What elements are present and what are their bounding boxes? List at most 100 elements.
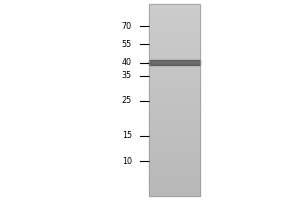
Text: 25: 25 xyxy=(122,96,132,105)
Bar xyxy=(148,34,200,36)
Bar xyxy=(148,12,200,14)
Bar xyxy=(148,55,200,57)
Bar xyxy=(148,183,200,185)
Bar xyxy=(148,15,200,17)
Bar xyxy=(148,130,200,132)
Bar xyxy=(148,44,200,46)
Bar xyxy=(148,4,200,196)
Bar xyxy=(148,50,200,52)
Bar xyxy=(148,54,200,55)
Bar xyxy=(148,138,200,140)
Bar xyxy=(148,113,200,114)
Bar xyxy=(148,81,200,82)
Bar xyxy=(148,102,200,103)
Bar xyxy=(148,60,200,62)
Bar xyxy=(148,9,200,10)
Bar xyxy=(148,7,200,9)
Bar xyxy=(148,26,200,28)
Bar xyxy=(148,41,200,42)
Bar xyxy=(148,57,200,58)
Bar xyxy=(148,118,200,119)
Bar xyxy=(148,90,200,92)
Bar xyxy=(148,129,200,130)
Bar xyxy=(148,106,200,108)
Bar xyxy=(148,148,200,150)
Bar xyxy=(148,140,200,142)
Bar xyxy=(148,103,200,105)
Bar xyxy=(148,114,200,116)
Bar xyxy=(148,127,200,129)
Bar xyxy=(148,121,200,122)
Bar xyxy=(148,65,200,66)
Bar xyxy=(148,58,200,60)
Text: 15: 15 xyxy=(122,131,132,140)
Bar xyxy=(148,153,200,154)
Bar xyxy=(148,62,200,63)
Bar xyxy=(148,30,200,31)
Bar xyxy=(148,87,200,89)
Bar xyxy=(148,137,200,138)
Bar xyxy=(148,108,200,110)
Bar xyxy=(148,46,200,47)
Text: 70: 70 xyxy=(122,22,132,31)
Bar xyxy=(148,167,200,169)
Bar xyxy=(148,159,200,161)
Bar xyxy=(148,86,200,87)
Bar xyxy=(148,111,200,113)
Bar xyxy=(148,161,200,162)
Bar xyxy=(148,162,200,164)
Bar xyxy=(148,170,200,172)
Bar xyxy=(148,89,200,90)
Bar xyxy=(148,82,200,84)
Bar xyxy=(148,185,200,186)
Bar xyxy=(148,18,200,20)
Bar xyxy=(148,36,200,38)
Text: 10: 10 xyxy=(122,157,132,166)
Bar xyxy=(148,177,200,178)
Bar xyxy=(148,14,200,15)
Bar xyxy=(148,143,200,145)
Bar xyxy=(148,126,200,127)
Bar xyxy=(148,100,200,102)
Bar xyxy=(148,52,200,54)
Bar xyxy=(148,172,200,174)
Bar xyxy=(148,79,200,81)
Text: 55: 55 xyxy=(122,40,132,49)
Text: 35: 35 xyxy=(122,72,132,80)
Bar xyxy=(148,193,200,194)
Bar xyxy=(148,150,200,151)
Bar xyxy=(148,156,200,158)
Bar xyxy=(148,105,200,106)
Bar xyxy=(148,25,200,26)
Bar xyxy=(148,190,200,191)
Bar xyxy=(148,142,200,143)
Bar xyxy=(148,49,200,50)
Bar xyxy=(148,60,200,65)
Bar xyxy=(148,124,200,126)
Bar xyxy=(148,94,200,95)
Bar xyxy=(148,68,200,70)
Bar xyxy=(148,78,200,79)
Bar xyxy=(148,42,200,44)
Bar xyxy=(148,182,200,183)
Bar xyxy=(148,63,200,65)
Bar xyxy=(148,71,200,73)
Bar xyxy=(148,164,200,166)
Bar xyxy=(148,158,200,159)
Bar xyxy=(148,175,200,177)
Bar xyxy=(148,132,200,134)
Bar xyxy=(148,98,200,100)
Bar xyxy=(148,174,200,175)
Bar xyxy=(148,110,200,111)
Bar xyxy=(148,134,200,135)
Bar xyxy=(148,39,200,41)
Bar xyxy=(148,4,200,6)
Bar xyxy=(148,154,200,156)
Bar xyxy=(148,47,200,49)
Bar xyxy=(148,166,200,167)
Bar xyxy=(148,28,200,30)
Bar xyxy=(148,169,200,170)
Bar xyxy=(148,122,200,124)
Bar xyxy=(148,84,200,86)
Bar xyxy=(148,66,200,68)
